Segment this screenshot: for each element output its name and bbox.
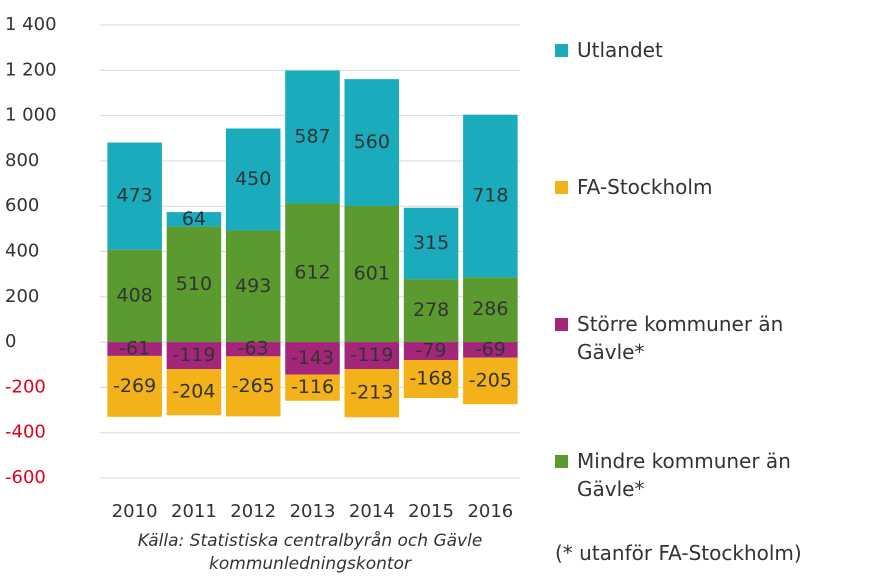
value-label: -63 — [238, 338, 269, 360]
bar-segment — [344, 205, 400, 343]
y-tick-label: -400 — [5, 422, 46, 443]
y-tick-label: 1 400 — [5, 14, 57, 35]
bar-segment — [285, 70, 340, 204]
value-label: 587 — [294, 126, 330, 148]
value-label: 560 — [354, 131, 390, 153]
bar-segment — [107, 342, 162, 356]
legend-swatch — [555, 455, 568, 468]
y-tick-label: 800 — [5, 150, 39, 171]
y-tick-label: 400 — [5, 241, 39, 262]
value-label: 718 — [472, 185, 508, 207]
value-label: 286 — [472, 298, 508, 320]
bar-segment — [107, 355, 162, 417]
bar-segment — [166, 226, 222, 343]
x-tick-label: 2015 — [408, 501, 454, 522]
legend-label: Utlandet — [577, 38, 663, 62]
value-label: -204 — [172, 381, 215, 403]
bar-segment — [463, 277, 518, 343]
value-label: -61 — [119, 338, 150, 360]
bar-segment — [344, 79, 400, 206]
y-tick-label: 200 — [5, 286, 39, 307]
bar-segment — [285, 374, 340, 401]
value-label: 450 — [235, 168, 271, 190]
value-label: -213 — [350, 382, 393, 404]
value-label: -265 — [232, 375, 275, 397]
bar-segment — [463, 114, 518, 278]
bar-segment — [344, 342, 400, 370]
legend-label: Mindre kommuner än Gävle* — [577, 449, 791, 501]
bar-segment — [107, 249, 162, 343]
bar-segment — [166, 369, 222, 416]
bar-segment — [225, 128, 281, 231]
bar-segment — [463, 342, 518, 358]
value-label: -168 — [410, 368, 453, 390]
value-label: 408 — [117, 284, 153, 306]
bar-segment — [285, 342, 340, 375]
x-tick-label: 2011 — [171, 501, 217, 522]
x-tick-label: 2016 — [467, 501, 513, 522]
value-label: -205 — [469, 369, 512, 391]
value-label: 473 — [117, 185, 153, 207]
value-label: -269 — [113, 375, 156, 397]
bar-segment — [166, 212, 222, 227]
value-label: 612 — [294, 261, 330, 283]
value-label: -119 — [350, 344, 393, 366]
y-tick-label: -600 — [5, 467, 46, 488]
source: Källa: Statistiska centralbyrån och Gävl… — [137, 531, 483, 574]
y-tick-label: 1 200 — [5, 59, 57, 80]
value-label: 601 — [354, 263, 390, 285]
y-tick-label: 0 — [5, 331, 16, 352]
y-tick-label: 1 000 — [5, 105, 57, 126]
bar-segment — [403, 207, 459, 280]
value-label: -119 — [172, 344, 215, 366]
bar-segment — [463, 357, 518, 405]
bar-segment — [403, 342, 459, 360]
value-label: -143 — [291, 347, 334, 369]
legend-swatch — [555, 44, 568, 57]
y-tick-label: -200 — [5, 376, 46, 397]
bar-segment — [225, 356, 281, 417]
note: (* utanför FA-Stockholm) — [555, 541, 802, 565]
legend-item: Större kommuner än Gävle* — [555, 310, 845, 366]
value-label: -116 — [291, 376, 334, 398]
value-label: 64 — [182, 208, 206, 230]
bar-segment — [403, 279, 459, 343]
legend-item: Utlandet — [555, 36, 845, 64]
bar-segment — [403, 359, 459, 399]
legend-swatch — [555, 181, 568, 194]
value-label: 510 — [176, 273, 212, 295]
value-label: 278 — [413, 299, 449, 321]
x-tick-label: 2014 — [349, 501, 395, 522]
x-tick-label: 2010 — [112, 501, 158, 522]
bar-segment — [225, 342, 281, 357]
bar-segment — [107, 142, 162, 250]
x-tick-label: 2012 — [230, 501, 276, 522]
legend-label: Större kommuner än Gävle* — [577, 312, 784, 364]
x-tick-label: 2013 — [290, 501, 336, 522]
legend-label: FA-Stockholm — [577, 175, 713, 199]
bar-segment — [344, 369, 400, 418]
legend-item: FA-Stockholm — [555, 173, 845, 201]
y-tick-label: 600 — [5, 195, 39, 216]
value-label: 493 — [235, 275, 271, 297]
bar-segment — [166, 342, 222, 370]
bar-segment — [285, 203, 340, 343]
bar-segment — [225, 230, 281, 343]
legend-item: Mindre kommuner än Gävle* — [555, 447, 845, 503]
legend-swatch — [555, 318, 568, 331]
value-label: -69 — [475, 338, 506, 360]
value-label: -79 — [416, 340, 447, 362]
value-label: 315 — [413, 232, 449, 254]
